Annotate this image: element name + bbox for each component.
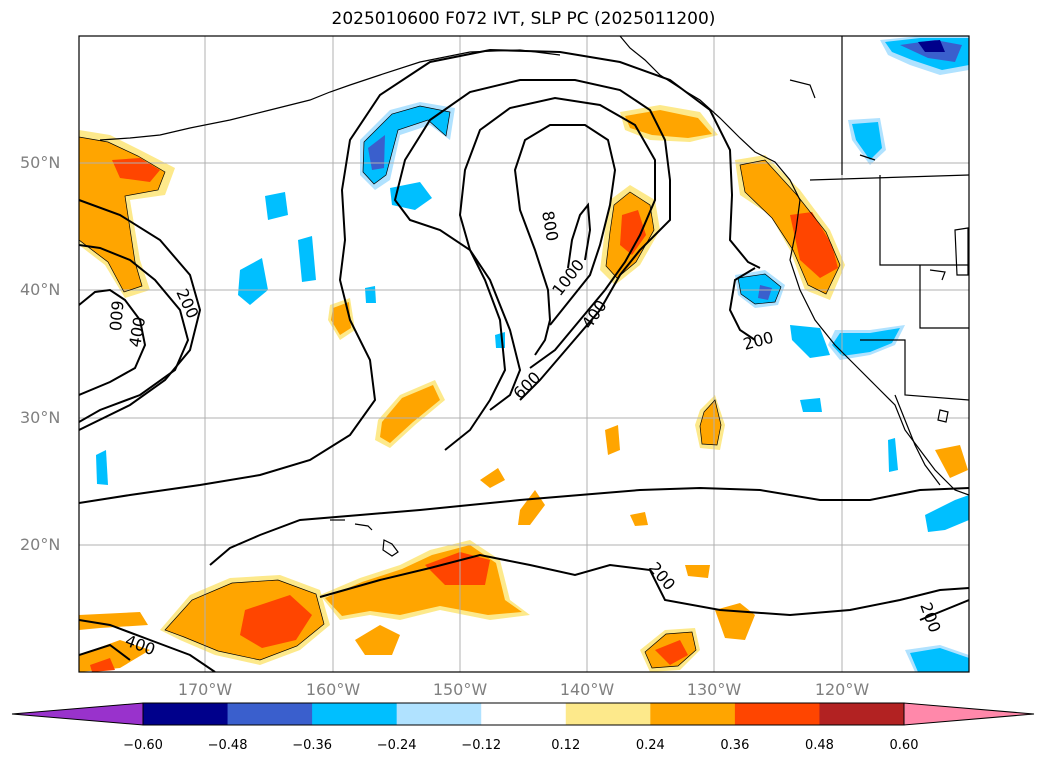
colorbar-segment — [819, 703, 905, 725]
contour-label: 200 — [916, 600, 944, 635]
colorbar-segment — [143, 703, 229, 725]
lat-label-40n: 40°N — [20, 280, 61, 299]
lon-label-170w: 170°W — [177, 680, 233, 699]
colorbar-segment — [312, 703, 398, 725]
contour-label: 200 — [645, 558, 679, 594]
colorbar-tick-label: 0.12 — [551, 738, 581, 753]
contour-label: 800 — [538, 209, 562, 242]
map-title: 2025010600 F072 IVT, SLP PC (2025011200) — [331, 9, 716, 29]
colorbar-tick-label: 0.36 — [720, 738, 750, 753]
colorbar — [11, 702, 1035, 726]
plot-frame — [78, 35, 970, 673]
lon-label-130w: 130°W — [686, 680, 742, 699]
colorbar-segment — [565, 703, 651, 725]
lat-label-20n: 20°N — [20, 535, 61, 554]
positive-anomaly — [79, 105, 968, 672]
colorbar-tick-label: −0.60 — [123, 738, 163, 753]
negative-anomaly — [96, 36, 969, 672]
colorbar-tick-label: 0.24 — [635, 738, 665, 753]
colorbar-tick-label: −0.48 — [207, 738, 248, 753]
colorbar-segment — [227, 703, 313, 725]
colorbar-tick-label: 0.60 — [889, 738, 919, 753]
contour-label: 600 — [509, 368, 544, 403]
lat-label-50n: 50°N — [20, 153, 61, 172]
colorbar-tick-label: −0.36 — [292, 738, 333, 753]
anomaly-outlines — [79, 105, 841, 669]
contour-label: 600 — [105, 300, 127, 332]
lat-label-30n: 30°N — [20, 408, 61, 427]
coastlines — [99, 36, 969, 557]
colorbar-tick-label: −0.24 — [376, 738, 417, 753]
contour-label: 1000 — [548, 256, 588, 300]
colorbar-segment — [650, 703, 736, 725]
lon-label-120w: 120°W — [814, 680, 870, 699]
colorbar-segment — [481, 703, 567, 725]
lon-label-140w: 140°W — [559, 680, 615, 699]
ivt-shading — [79, 36, 969, 672]
lon-label-150w: 150°W — [432, 680, 488, 699]
lon-label-160w: 160°W — [305, 680, 361, 699]
colorbar-segment — [734, 703, 820, 725]
colorbar-tick-label: 0.48 — [804, 738, 834, 753]
ivt-contours — [79, 48, 969, 672]
colorbar-tick-label: −0.12 — [461, 738, 502, 753]
colorbar-segment — [396, 703, 482, 725]
contour-label: 200 — [741, 328, 775, 354]
